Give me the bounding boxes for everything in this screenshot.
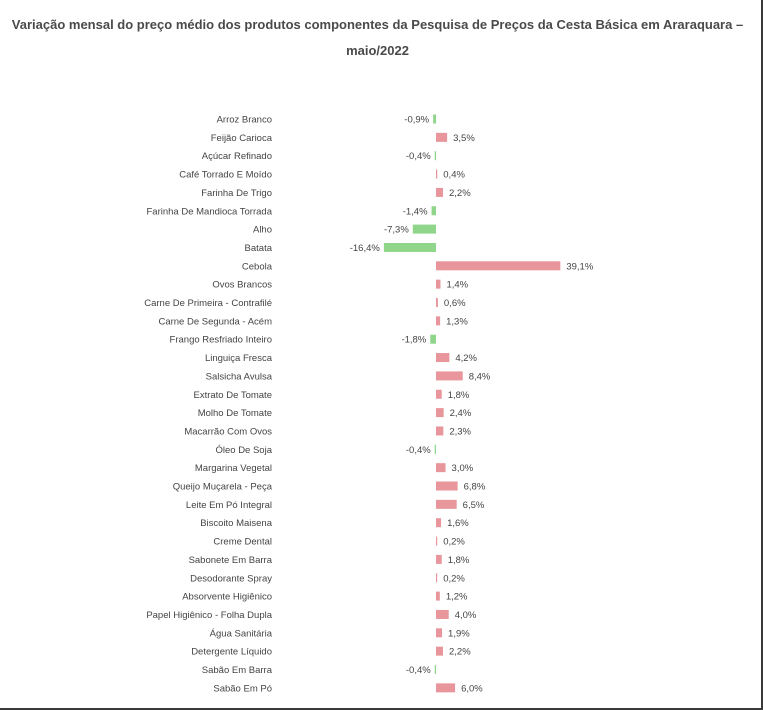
category-label: Sabão Em Pó (213, 683, 272, 694)
bar (436, 169, 438, 179)
bar (412, 224, 436, 234)
bar (436, 499, 457, 509)
category-label: Extrato De Tomate (193, 390, 272, 401)
bar (436, 646, 443, 656)
value-label: 2,4% (450, 408, 472, 419)
category-label: Sabonete Em Barra (189, 555, 273, 566)
category-label: Margarina Vegetal (195, 463, 272, 474)
category-label: Açúcar Refinado (202, 151, 272, 162)
category-label: Detergente Líquido (191, 647, 272, 658)
bar (436, 591, 440, 601)
value-label: 3,0% (452, 463, 474, 474)
value-label: 1,8% (448, 390, 470, 401)
value-label: 0,2% (443, 537, 465, 548)
category-label: Macarrão Com Ovos (184, 426, 272, 437)
category-label: Carne De Primeira - Contrafilé (144, 298, 272, 309)
value-label: 1,8% (448, 555, 470, 566)
bar (436, 481, 458, 491)
value-label: 1,4% (446, 280, 468, 291)
bar (436, 518, 442, 528)
chart-title: Variação mensal do preço médio dos produ… (11, 17, 744, 58)
category-label: Alho (253, 225, 272, 236)
bar (436, 463, 446, 473)
bar (436, 536, 438, 546)
bar (436, 298, 438, 307)
category-label: Ovos Brancos (212, 280, 272, 291)
category-label: Cebola (242, 261, 273, 272)
bar (436, 187, 443, 197)
value-label: 8,4% (469, 371, 491, 382)
bar (434, 151, 436, 161)
bar (434, 665, 436, 674)
bar (436, 353, 450, 363)
value-label: 0,2% (443, 573, 465, 584)
value-label: 1,9% (448, 628, 470, 639)
category-label: Creme Dental (213, 537, 272, 548)
value-label: -1,8% (401, 335, 426, 346)
category-label: Café Torrado E Moído (179, 170, 272, 181)
bar (434, 444, 436, 454)
category-label: Biscoito Maisena (200, 518, 273, 529)
value-label: 2,2% (449, 188, 471, 199)
bar (433, 114, 436, 124)
value-label: 2,3% (449, 426, 471, 437)
category-label: Feijão Carioca (211, 133, 273, 144)
category-label: Água Sanitária (210, 628, 273, 639)
bar (436, 554, 442, 564)
value-label: 4,0% (455, 610, 477, 621)
value-label: 2,2% (449, 647, 471, 658)
bar (436, 683, 456, 693)
value-label: 0,6% (444, 298, 466, 309)
value-label: -0,4% (406, 151, 431, 162)
value-label: 4,2% (455, 353, 477, 364)
bar (436, 316, 441, 326)
bar (436, 371, 463, 381)
bar (436, 408, 444, 418)
category-label: Absorvente Higiênico (182, 592, 272, 603)
bar (431, 206, 436, 216)
value-label: -0,9% (404, 115, 429, 126)
category-label: Queijo Muçarela - Peça (173, 482, 273, 493)
value-label: 1,6% (447, 518, 469, 529)
category-label: Arroz Branco (217, 115, 272, 126)
bar (436, 279, 441, 289)
value-label: 1,3% (446, 316, 468, 327)
value-label: 6,5% (463, 500, 485, 511)
category-label: Carne De Segunda - Acém (158, 316, 272, 327)
category-label: Farinha De Mandioca Torrada (146, 206, 272, 217)
bar (436, 573, 438, 583)
category-label: Linguiça Fresca (205, 353, 273, 364)
bar (383, 242, 436, 252)
value-label: 3,5% (453, 133, 475, 144)
value-label: -0,4% (406, 445, 431, 456)
bar (436, 426, 444, 436)
category-label: Leite Em Pó Integral (186, 500, 272, 511)
bar (436, 389, 442, 399)
bar (436, 132, 448, 142)
value-label: 0,4% (443, 170, 465, 181)
category-label: Sabão Em Barra (202, 665, 273, 676)
category-label: Farinha De Trigo (201, 188, 272, 199)
category-label: Papel Higiênico - Folha Dupla (146, 610, 272, 621)
value-label: -16,4% (350, 243, 381, 254)
category-label: Óleo De Soja (215, 445, 272, 456)
category-label: Molho De Tomate (198, 408, 272, 419)
category-label: Salsicha Avulsa (206, 371, 273, 382)
value-label: 39,1% (566, 261, 593, 272)
value-label: -7,3% (384, 225, 409, 236)
bar (436, 261, 561, 271)
value-label: 1,2% (446, 592, 468, 603)
category-label: Batata (245, 243, 273, 254)
category-label: Frango Resfriado Inteiro (170, 335, 272, 346)
bar (436, 609, 449, 619)
value-label: 6,8% (464, 482, 486, 493)
category-label: Desodorante Spray (190, 573, 272, 584)
value-label: -0,4% (406, 665, 431, 676)
bar (430, 334, 436, 344)
bar (436, 628, 443, 638)
value-label: 6,0% (461, 683, 483, 694)
value-label: -1,4% (403, 206, 428, 217)
